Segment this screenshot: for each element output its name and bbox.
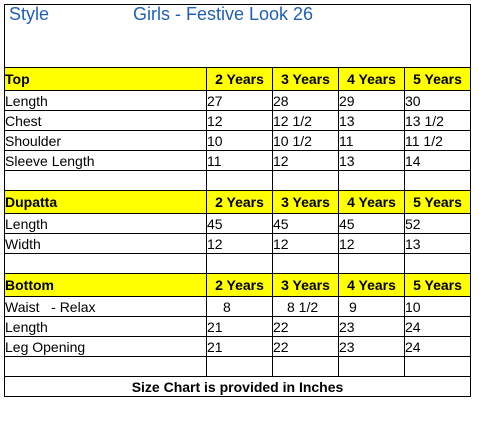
cell-value: 23: [338, 336, 405, 357]
cell-value: 45: [272, 213, 339, 234]
blank-cell: [404, 170, 471, 191]
cell-value: 10 1/2: [272, 130, 339, 151]
cell-value: 12: [206, 110, 273, 131]
row-label: Leg Opening: [4, 336, 207, 357]
size-header: 4 Years: [338, 67, 405, 91]
size-header: 2 Years: [206, 273, 273, 297]
row-label: Waist - Relax: [4, 296, 207, 317]
table-row: Chest 12 12 1/2 13 13 1/2: [4, 110, 471, 131]
style-label: Style: [9, 4, 50, 24]
blank-cell: [272, 170, 339, 191]
section-name: Bottom: [4, 273, 207, 297]
table-row: Waist - Relax 8 8 1/2 9 10: [4, 296, 471, 317]
cell-value: 10: [206, 130, 273, 151]
section-header-bottom: Bottom 2 Years 3 Years 4 Years 5 Years: [4, 273, 471, 297]
cell-value: 12: [338, 233, 405, 254]
blank-cell: [272, 253, 339, 274]
size-header: 4 Years: [338, 273, 405, 297]
cell-value: 24: [404, 336, 471, 357]
table-row: Length 45 45 45 52: [4, 213, 471, 234]
row-label: Length: [4, 213, 207, 234]
blank-cell: [404, 253, 471, 274]
size-header: 5 Years: [404, 67, 471, 91]
blank-row: [4, 170, 471, 191]
blank-cell: [206, 170, 273, 191]
blank-row: [4, 356, 471, 377]
cell-value: 23: [338, 316, 405, 337]
table-row: Length 21 22 23 24: [4, 316, 471, 337]
footer-row: Size Chart is provided in Inches: [4, 376, 471, 397]
cell-value: 8: [206, 296, 273, 317]
cell-value: 22: [272, 336, 339, 357]
cell-value: 12: [272, 150, 339, 171]
table-row: Width 12 12 12 13: [4, 233, 471, 254]
cell-value: 11 1/2: [404, 130, 471, 151]
cell-value: 12 1/2: [272, 110, 339, 131]
cell-value: 13: [338, 150, 405, 171]
row-label: Shoulder: [4, 130, 207, 151]
cell-value: 45: [206, 213, 273, 234]
size-header: 5 Years: [404, 190, 471, 214]
cell-value: 52: [404, 213, 471, 234]
table-row: Shoulder 10 10 1/2 11 11 1/2: [4, 130, 471, 151]
blank-cell: [338, 170, 405, 191]
row-label: Width: [4, 233, 207, 254]
cell-value: 29: [338, 90, 405, 111]
cell-value: 28: [272, 90, 339, 111]
size-header: 3 Years: [272, 273, 339, 297]
row-label: Chest: [4, 110, 207, 131]
title-cell: Style Girls - Festive Look 26: [4, 4, 471, 68]
section-header-dupatta: Dupatta 2 Years 3 Years 4 Years 5 Years: [4, 190, 471, 214]
size-header: 5 Years: [404, 273, 471, 297]
row-label: Sleeve Length: [4, 150, 207, 171]
table-row: Leg Opening 21 22 23 24: [4, 336, 471, 357]
cell-value: 13 1/2: [404, 110, 471, 131]
cell-value: 13: [338, 110, 405, 131]
section-name: Top: [4, 67, 207, 91]
page-title: Girls - Festive Look 26: [133, 4, 314, 24]
cell-value: 11: [338, 130, 405, 151]
blank-cell: [272, 356, 339, 377]
cell-value: 10: [404, 296, 471, 317]
cell-value: 27: [206, 90, 273, 111]
blank-cell: [404, 356, 471, 377]
cell-value: 8 1/2: [272, 296, 339, 317]
blank-cell: [206, 356, 273, 377]
cell-value: 21: [206, 336, 273, 357]
cell-value: 13: [404, 233, 471, 254]
section-name: Dupatta: [4, 190, 207, 214]
cell-value: 45: [338, 213, 405, 234]
cell-value: 21: [206, 316, 273, 337]
blank-cell: [4, 253, 207, 274]
cell-value: 30: [404, 90, 471, 111]
cell-value: 22: [272, 316, 339, 337]
size-header: 4 Years: [338, 190, 405, 214]
title-row: Style Girls - Festive Look 26: [4, 4, 471, 68]
row-label: Length: [4, 316, 207, 337]
row-label: Length: [4, 90, 207, 111]
blank-row: [4, 253, 471, 274]
blank-cell: [338, 253, 405, 274]
cell-value: 12: [206, 233, 273, 254]
size-header: 2 Years: [206, 190, 273, 214]
section-header-top: Top 2 Years 3 Years 4 Years 5 Years: [4, 67, 471, 91]
table-row: Length 27 28 29 30: [4, 90, 471, 111]
size-header: 2 Years: [206, 67, 273, 91]
blank-cell: [4, 170, 207, 191]
cell-value: 11: [206, 150, 273, 171]
blank-cell: [206, 253, 273, 274]
size-header: 3 Years: [272, 67, 339, 91]
cell-value: 24: [404, 316, 471, 337]
table-row: Sleeve Length 11 12 13 14: [4, 150, 471, 171]
blank-cell: [4, 356, 207, 377]
cell-value: 14: [404, 150, 471, 171]
cell-value: 9: [338, 296, 405, 317]
size-chart-table: Style Girls - Festive Look 26 Top 2 Years…: [4, 4, 471, 397]
size-header: 3 Years: [272, 190, 339, 214]
blank-cell: [338, 356, 405, 377]
cell-value: 12: [272, 233, 339, 254]
footer-note: Size Chart is provided in Inches: [4, 376, 471, 397]
